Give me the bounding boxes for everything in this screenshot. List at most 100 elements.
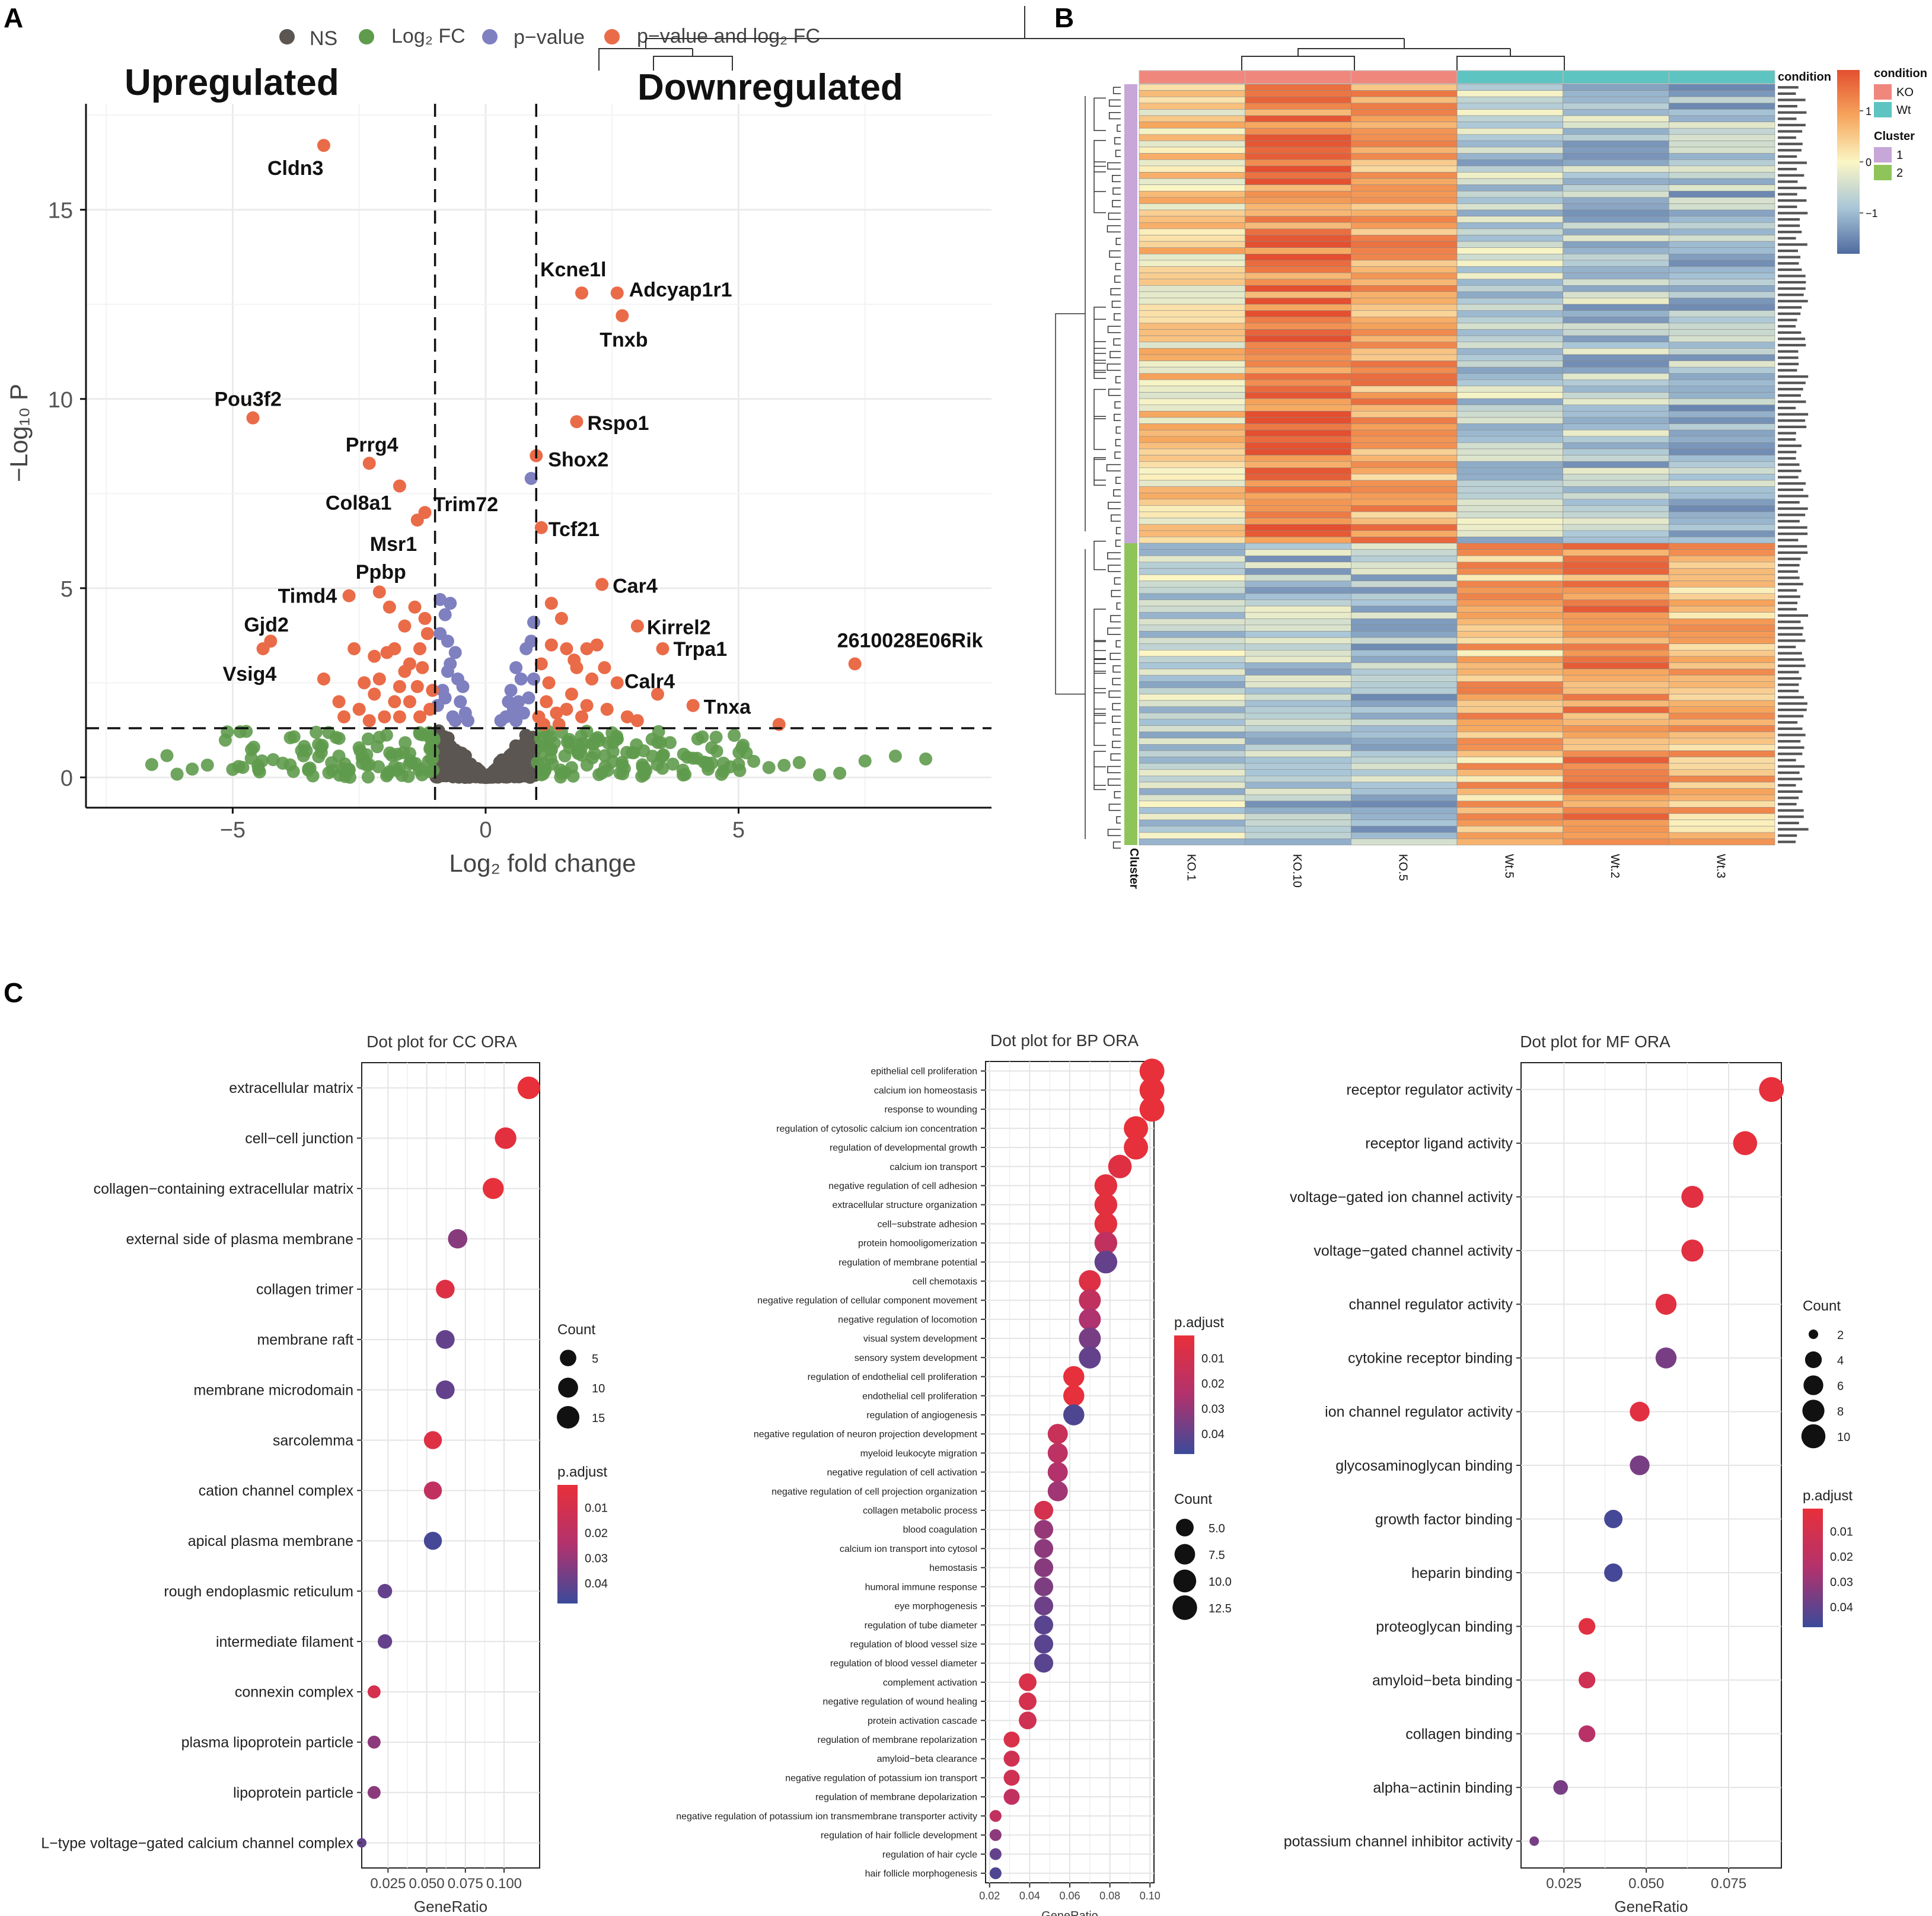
- heatmap-cell: [1245, 209, 1351, 216]
- size-legend-label: 15: [592, 1412, 605, 1425]
- heatmap-cell: [1351, 492, 1458, 500]
- heatmap-cell: [1245, 662, 1351, 670]
- fc-point: [554, 763, 568, 777]
- heatmap-cell: [1139, 825, 1245, 833]
- size-legend-dot: [1173, 1569, 1197, 1593]
- term-label: alpha−actinin binding: [1373, 1780, 1513, 1796]
- heatmap-cell: [1563, 631, 1669, 638]
- heatmap-cell: [1669, 801, 1775, 808]
- term-label: negative regulation of wound healing: [822, 1697, 977, 1707]
- heatmap-cell: [1456, 744, 1563, 751]
- heatmap-cell: [1245, 825, 1351, 833]
- heatmap-cell: [1563, 839, 1669, 846]
- heatmap-cell: [1563, 146, 1669, 154]
- term-label: eye morphogenesis: [894, 1602, 977, 1612]
- heatmap-cell: [1456, 190, 1563, 198]
- dot-1: [1139, 1077, 1165, 1103]
- heatmap-cell: [1245, 801, 1351, 808]
- row-dendrogram-lines: [1055, 87, 1121, 849]
- row-label-glyph: [1778, 488, 1804, 492]
- heatmap-cell: [1245, 839, 1351, 846]
- heatmap-cell: [1245, 272, 1351, 280]
- heatmap-cell: [1669, 631, 1775, 638]
- heatmap-cell: [1669, 366, 1775, 374]
- fc-point: [601, 736, 615, 750]
- heatmap-cell: [1669, 298, 1775, 305]
- heatmap-cell: [1456, 348, 1563, 355]
- cluster-legend-title: Cluster: [1874, 130, 1915, 143]
- heatmap-cell: [1669, 398, 1775, 406]
- heatmap-cell: [1669, 216, 1775, 223]
- term-label: epithelial cell proliferation: [871, 1067, 977, 1077]
- heatmap-cell: [1456, 398, 1563, 406]
- row-label-glyph: [1778, 614, 1809, 617]
- heatmap-cell: [1456, 404, 1563, 412]
- heatmap-cell: [1669, 794, 1775, 802]
- heatmap-cell: [1669, 769, 1775, 776]
- row-label-glyph: [1778, 312, 1801, 315]
- row-label-glyph: [1778, 287, 1806, 290]
- term-label: negative regulation of cell activation: [827, 1468, 978, 1478]
- heatmap-cell: [1351, 681, 1458, 688]
- heatmap-cell: [1669, 700, 1775, 707]
- significant-point: [565, 687, 578, 701]
- heatmap-cell: [1669, 159, 1775, 167]
- heatmap-cell: [1456, 266, 1563, 273]
- heatmap-cell: [1245, 524, 1351, 531]
- heatmap-cell: [1139, 675, 1245, 682]
- dot-16: [1063, 1366, 1085, 1388]
- dot-20: [1047, 1443, 1068, 1464]
- legend-label-fc: Log₂ FC: [391, 25, 466, 47]
- heatmap-cell: [1351, 612, 1458, 619]
- x-tick-label: 5: [732, 818, 745, 843]
- heatmap-cell: [1351, 291, 1458, 298]
- gene-point: [686, 699, 700, 712]
- heatmap-cell: [1139, 511, 1245, 518]
- plot-panel: [361, 1062, 540, 1869]
- heatmap-cell: [1456, 668, 1563, 676]
- heatmap-cell: [1351, 782, 1458, 789]
- legend-label-ko: KO: [1896, 86, 1914, 99]
- row-label-glyph: [1778, 715, 1804, 718]
- heatmap-cell: [1245, 700, 1351, 707]
- significant-point: [408, 600, 422, 614]
- significant-point: [368, 687, 381, 701]
- heatmap-cell: [1456, 794, 1563, 802]
- heatmap-cell: [1351, 530, 1458, 537]
- volcano-plot: NS Log₂ FC p−value p−value and log₂ FC U…: [5, 25, 991, 877]
- legend-label-cluster2: 2: [1896, 167, 1903, 180]
- row-label-glyph: [1778, 702, 1807, 705]
- gene-point: [317, 139, 330, 152]
- heatmap-cell: [1563, 568, 1669, 575]
- row-label-glyph: [1778, 690, 1799, 693]
- legend-label-wt: Wt: [1896, 104, 1911, 117]
- heatmap-cell: [1456, 285, 1563, 292]
- heatmap-cell: [1245, 190, 1351, 198]
- heatmap-cell: [1139, 832, 1245, 839]
- fc-point: [360, 748, 374, 761]
- heatmap-cell: [1351, 713, 1458, 720]
- fc-point: [371, 740, 384, 754]
- heatmap-cell: [1563, 455, 1669, 462]
- heatmap-cell: [1245, 279, 1351, 286]
- fc-point: [678, 767, 692, 781]
- gene-point: [534, 521, 548, 534]
- heatmap-cell: [1139, 643, 1245, 651]
- heatmap-cell: [1139, 782, 1245, 789]
- significant-point: [398, 619, 412, 633]
- gene-label: Trim72: [433, 493, 499, 516]
- heatmap-cell: [1139, 122, 1245, 129]
- condition-legend-title: condition: [1874, 67, 1927, 80]
- heatmap-cell: [1245, 744, 1351, 751]
- heatmap-cell: [1563, 782, 1669, 789]
- y-axis-title: −Log₁₀ P: [5, 384, 33, 482]
- heatmap-cell: [1245, 656, 1351, 663]
- heatmap-cell: [1456, 725, 1563, 732]
- heatmap-cell: [1563, 172, 1669, 179]
- heatmap-cell: [1139, 530, 1245, 537]
- significant-point: [418, 611, 432, 625]
- heatmap-cell: [1456, 366, 1563, 374]
- heatmap-cell: [1456, 499, 1563, 506]
- heatmap-cell: [1245, 461, 1351, 468]
- heatmap-cell: [1669, 643, 1775, 651]
